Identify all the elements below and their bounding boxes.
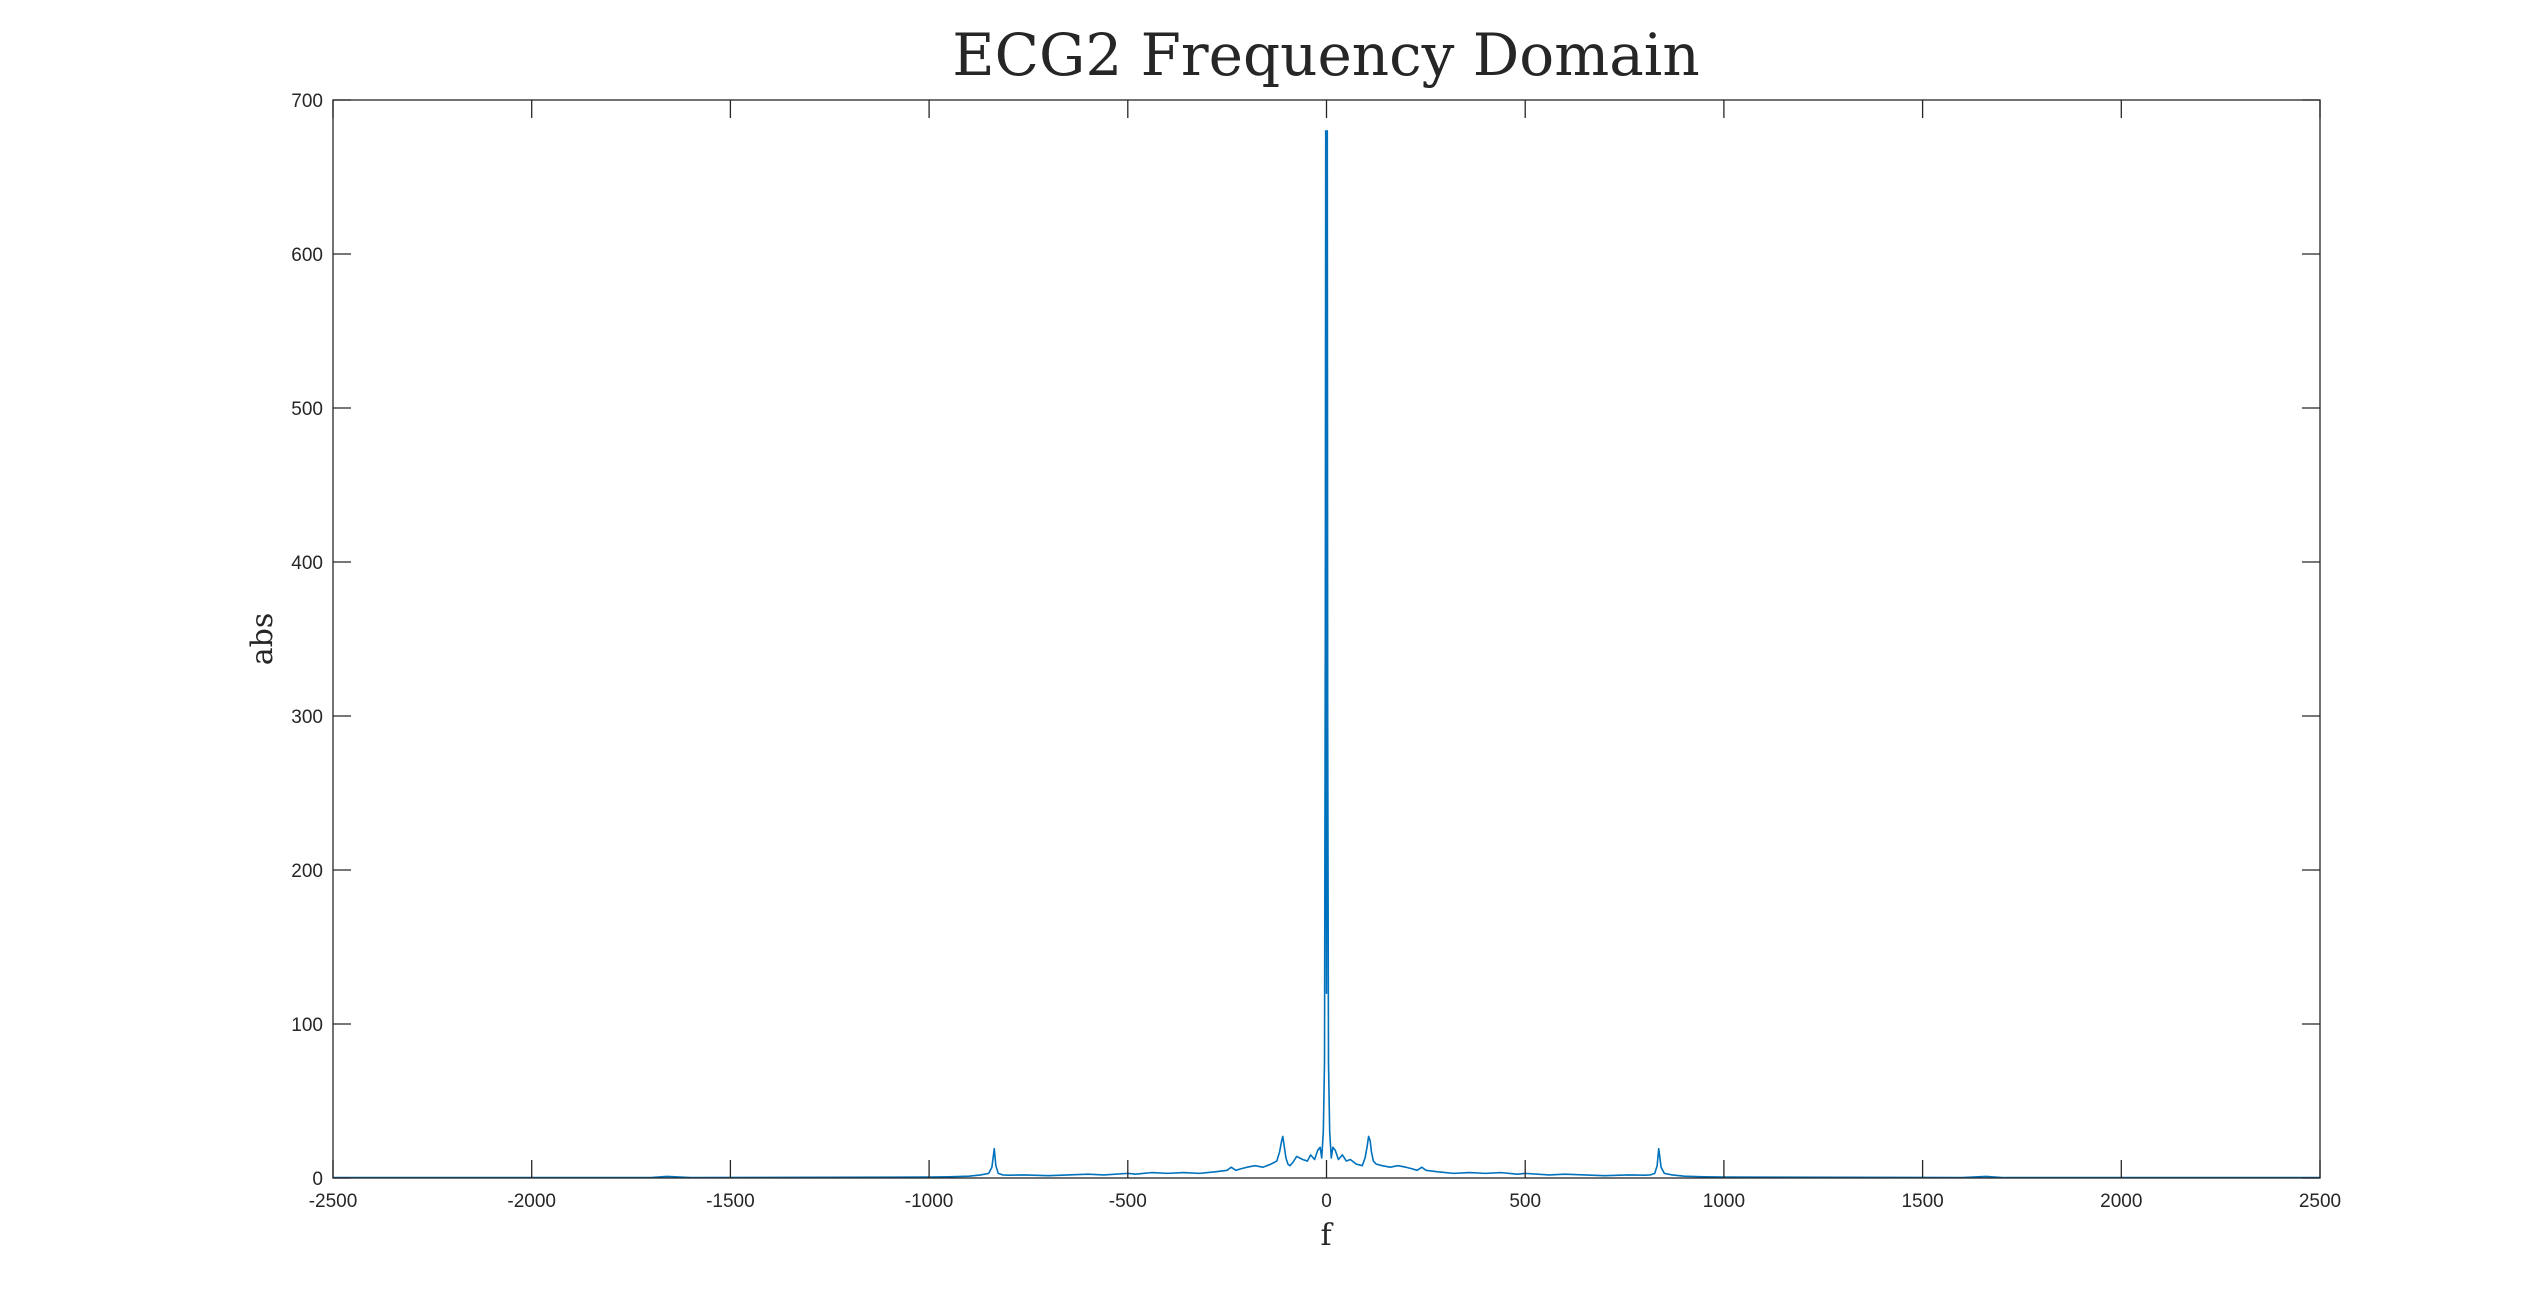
x-tick-label: -1500 — [706, 1191, 755, 1212]
x-tick-label: 1000 — [1703, 1191, 1745, 1212]
x-tick-label: -1000 — [905, 1191, 954, 1212]
y-tick-label: 300 — [291, 707, 323, 728]
y-tick-label: 400 — [291, 553, 323, 574]
x-tick-label: 0 — [1321, 1191, 1332, 1212]
series-layer — [333, 130, 2320, 1179]
x-tick-label: -2500 — [309, 1191, 358, 1212]
spectrum-line — [333, 130, 2320, 1179]
y-tick-label: 600 — [291, 245, 323, 266]
y-axis-label: abs — [245, 613, 280, 666]
y-tick-label: 700 — [291, 91, 323, 112]
chart-title: ECG2 Frequency Domain — [952, 21, 1699, 89]
x-tick-label: -500 — [1109, 1191, 1147, 1212]
x-tick-label: 500 — [1509, 1191, 1541, 1212]
x-tick-label: 1500 — [1901, 1191, 1943, 1212]
x-tick-label: -2000 — [507, 1191, 556, 1212]
y-tick-label: 0 — [312, 1169, 323, 1190]
x-tick-label: 2500 — [2299, 1191, 2341, 1212]
y-tick-label: 500 — [291, 399, 323, 420]
y-tick-label: 200 — [291, 861, 323, 882]
x-axis-label: f — [1320, 1218, 1333, 1253]
tick-layer: -2500 -2000 -1500 -1000 -500 0 500 1000 1500 2000… — [291, 91, 2341, 1212]
y-tick-label: 100 — [291, 1015, 323, 1036]
x-tick-label: 2000 — [2100, 1191, 2142, 1212]
